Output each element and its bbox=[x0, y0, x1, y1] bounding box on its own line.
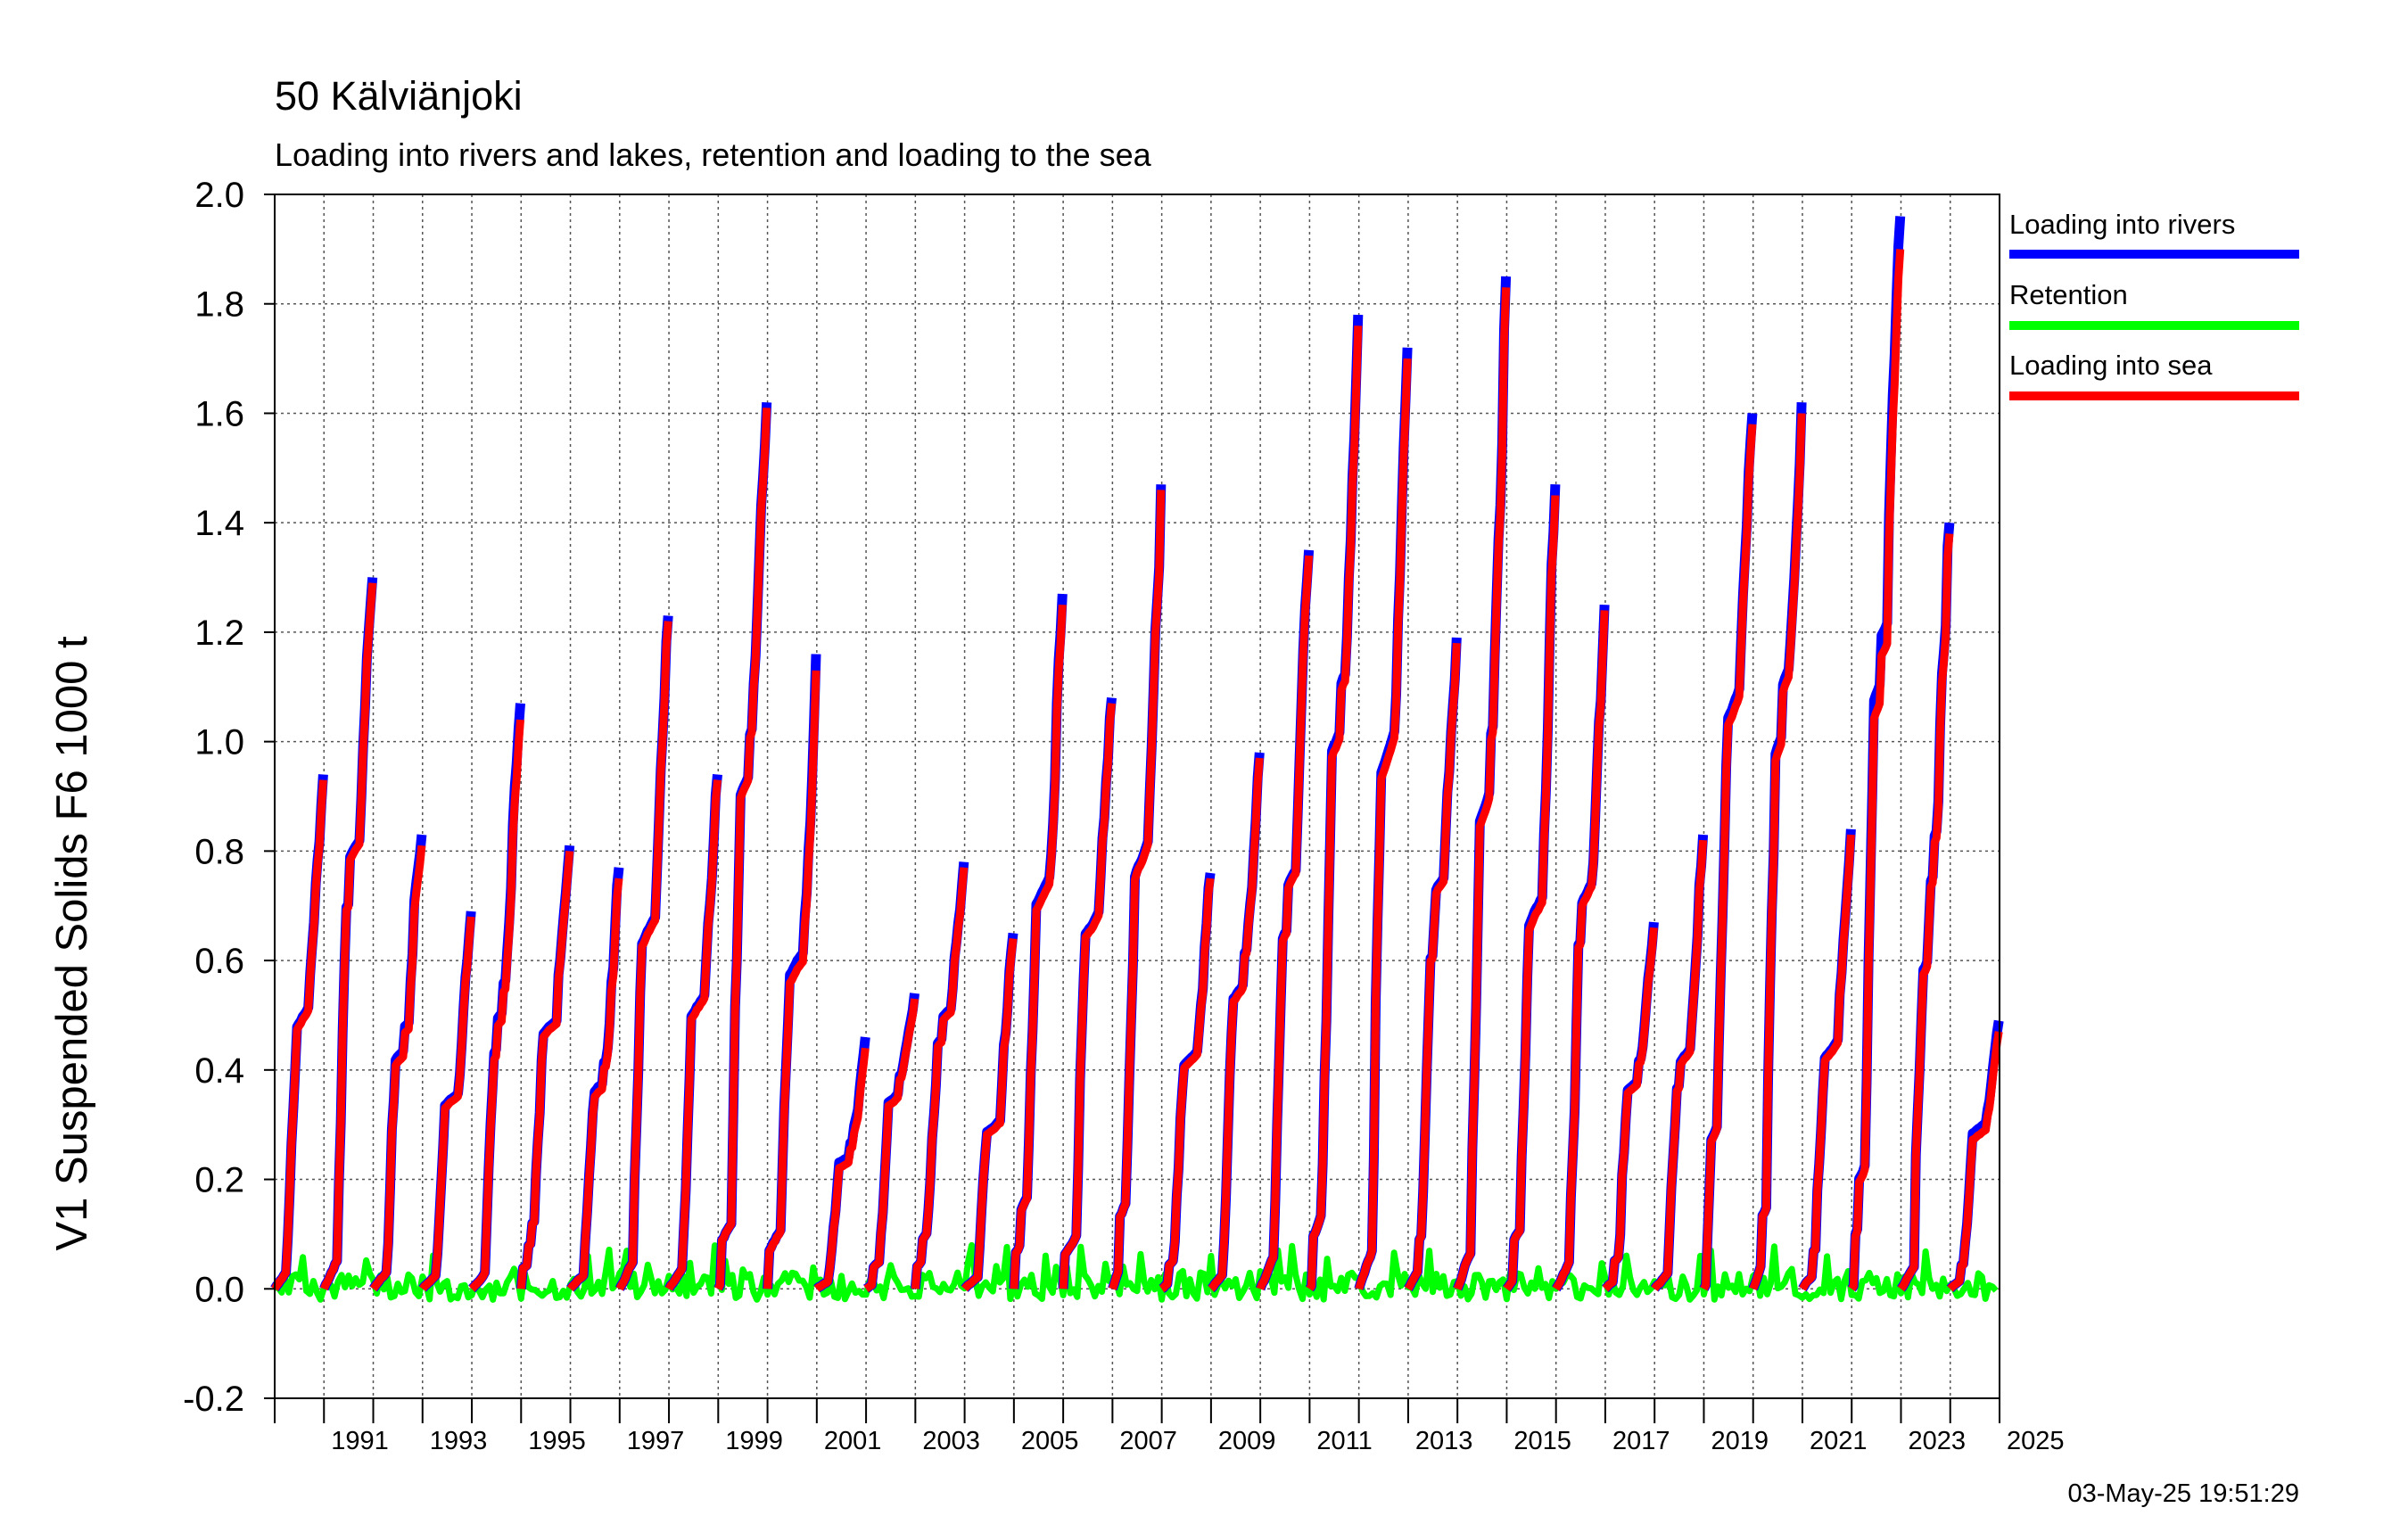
y-tick-label: 1.6 bbox=[194, 394, 244, 433]
x-tick-label: 1999 bbox=[725, 1427, 783, 1455]
x-tick-label: 2003 bbox=[922, 1427, 980, 1455]
y-tick-label: 1.8 bbox=[194, 285, 244, 325]
x-tick-label: 2001 bbox=[824, 1427, 882, 1455]
x-tick-label: 1993 bbox=[430, 1427, 488, 1455]
x-tick-label: 2005 bbox=[1021, 1427, 1079, 1455]
legend-label-loading-into-sea: Loading into sea bbox=[2009, 350, 2213, 381]
chart-subtitle: Loading into rivers and lakes, retention… bbox=[275, 136, 1152, 173]
y-axis-label: V1 Suspended Solids F6 1000 t bbox=[48, 636, 96, 1251]
y-tick-label: 0.6 bbox=[194, 942, 244, 981]
legend-label-retention: Retention bbox=[2009, 279, 2128, 310]
legend: Loading into rivers Retention Loading in… bbox=[2009, 209, 2299, 400]
grid bbox=[275, 194, 2000, 1398]
y-tick-label: 0.8 bbox=[194, 832, 244, 871]
x-tick-label: 2007 bbox=[1119, 1427, 1177, 1455]
series-line-retention bbox=[274, 1241, 1999, 1303]
x-tick-label: 2025 bbox=[2007, 1427, 2065, 1455]
series-line-loading-into-rivers bbox=[270, 216, 2004, 1293]
plot-series bbox=[270, 216, 2004, 1303]
y-tick-label: 1.2 bbox=[194, 614, 244, 653]
x-tick-label: 2015 bbox=[1513, 1427, 1571, 1455]
x-tick-label: 2009 bbox=[1218, 1427, 1276, 1455]
y-tick-label: -0.2 bbox=[183, 1380, 244, 1419]
x-tick-label: 2019 bbox=[1711, 1427, 1769, 1455]
y-tick-label: 0.4 bbox=[194, 1051, 244, 1091]
x-tick-label: 1995 bbox=[528, 1427, 586, 1455]
y-tick-label: 2.0 bbox=[194, 176, 244, 215]
y-tick-label: 0.0 bbox=[194, 1270, 244, 1309]
x-tick-label: 1991 bbox=[331, 1427, 389, 1455]
x-tick-label: 1997 bbox=[627, 1427, 685, 1455]
plot-frame bbox=[274, 194, 2000, 1399]
chart-title: 50 Kälviänjoki bbox=[275, 73, 523, 119]
x-tick-label: 2011 bbox=[1316, 1427, 1372, 1455]
y-tick-label: 0.2 bbox=[194, 1161, 244, 1200]
y-tick-label: 1.4 bbox=[194, 504, 244, 543]
legend-label-loading-into-rivers: Loading into rivers bbox=[2009, 209, 2235, 240]
timestamp: 03-May-25 19:51:29 bbox=[2067, 1479, 2299, 1508]
x-tick-label: 2021 bbox=[1810, 1427, 1868, 1455]
x-tick-label: 2023 bbox=[1908, 1427, 1966, 1455]
x-tick-label: 2017 bbox=[1612, 1427, 1670, 1455]
series-line-loading-into-sea bbox=[271, 249, 2003, 1293]
y-tick-label: 1.0 bbox=[194, 723, 244, 762]
axes: 2.0 1.8 1.6 1.4 1.2 1.0 0.8 0.6 0.4 0.2 0.0 -0.2 199… bbox=[183, 176, 2064, 1455]
x-tick-label: 2013 bbox=[1415, 1427, 1473, 1455]
